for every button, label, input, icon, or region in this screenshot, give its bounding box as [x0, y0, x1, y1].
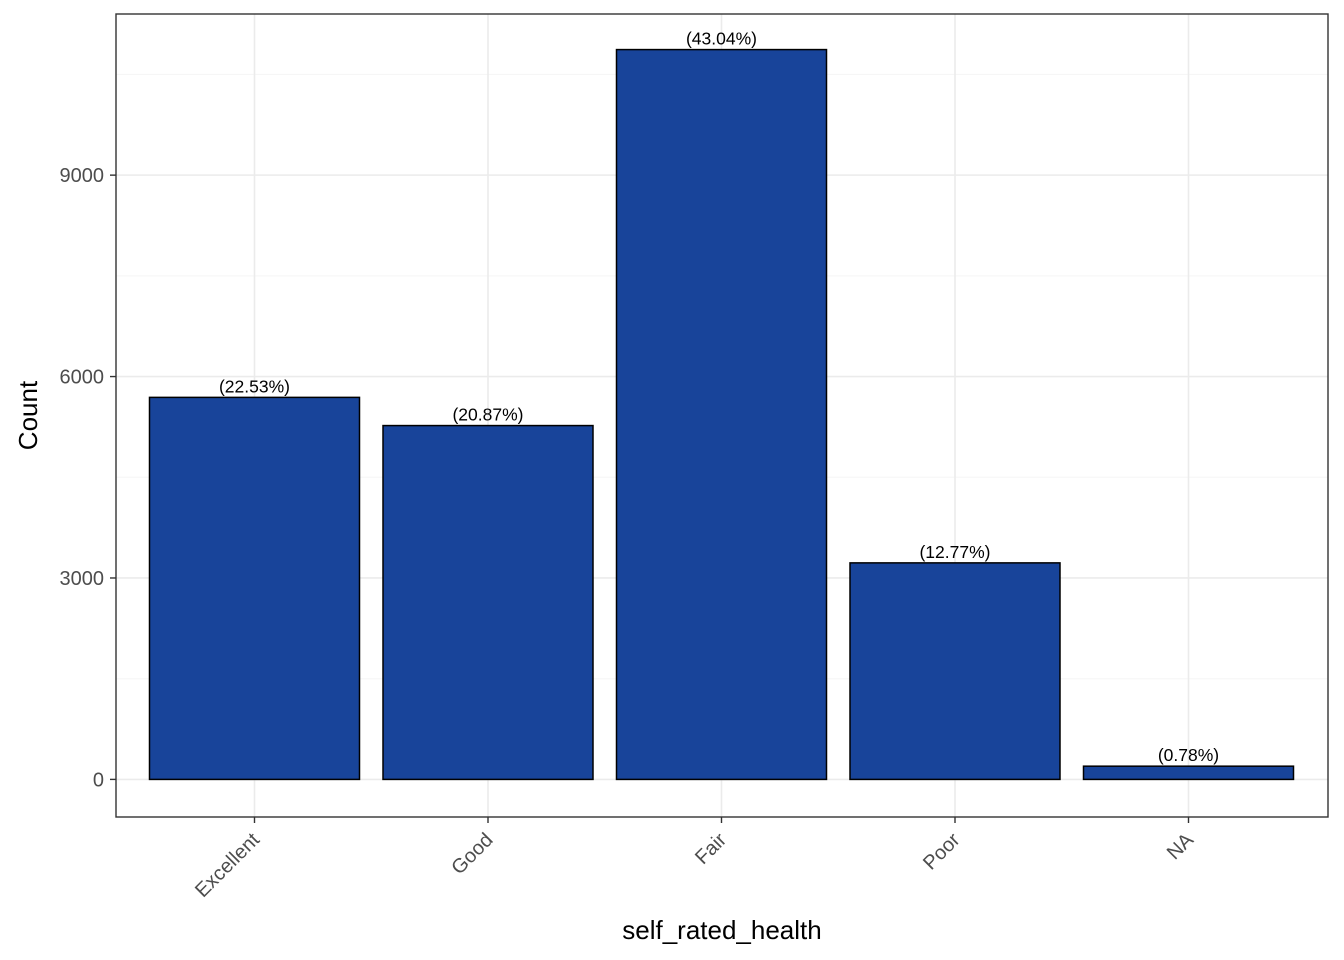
- y-axis-title: Count: [13, 380, 43, 450]
- bar-good: [382, 424, 594, 781]
- bar-label-excellent: (22.53%): [219, 376, 290, 396]
- bar-label-na: (0.78%): [1158, 745, 1219, 765]
- bar-fair: [615, 48, 828, 781]
- y-tick-label: 6000: [60, 367, 105, 389]
- bar-excellent: [148, 396, 361, 781]
- y-axis: 0 3000 6000 9000: [60, 165, 116, 791]
- y-tick-label: 0: [93, 769, 104, 791]
- bar-label-fair: (43.04%): [686, 29, 757, 49]
- bar-label-poor: (12.77%): [919, 542, 990, 562]
- y-tick-label: 9000: [60, 165, 105, 187]
- bar-data-labels: (22.53%) (20.87%) (43.04%) (12.77%) (0.78%): [219, 29, 1219, 766]
- bar-label-good: (20.87%): [452, 405, 523, 425]
- bar-na: [1082, 765, 1295, 781]
- x-axis-title: self_rated_health: [622, 915, 821, 945]
- y-tick-label: 3000: [60, 568, 105, 590]
- bar-poor: [849, 562, 1061, 781]
- bars: [148, 48, 1295, 781]
